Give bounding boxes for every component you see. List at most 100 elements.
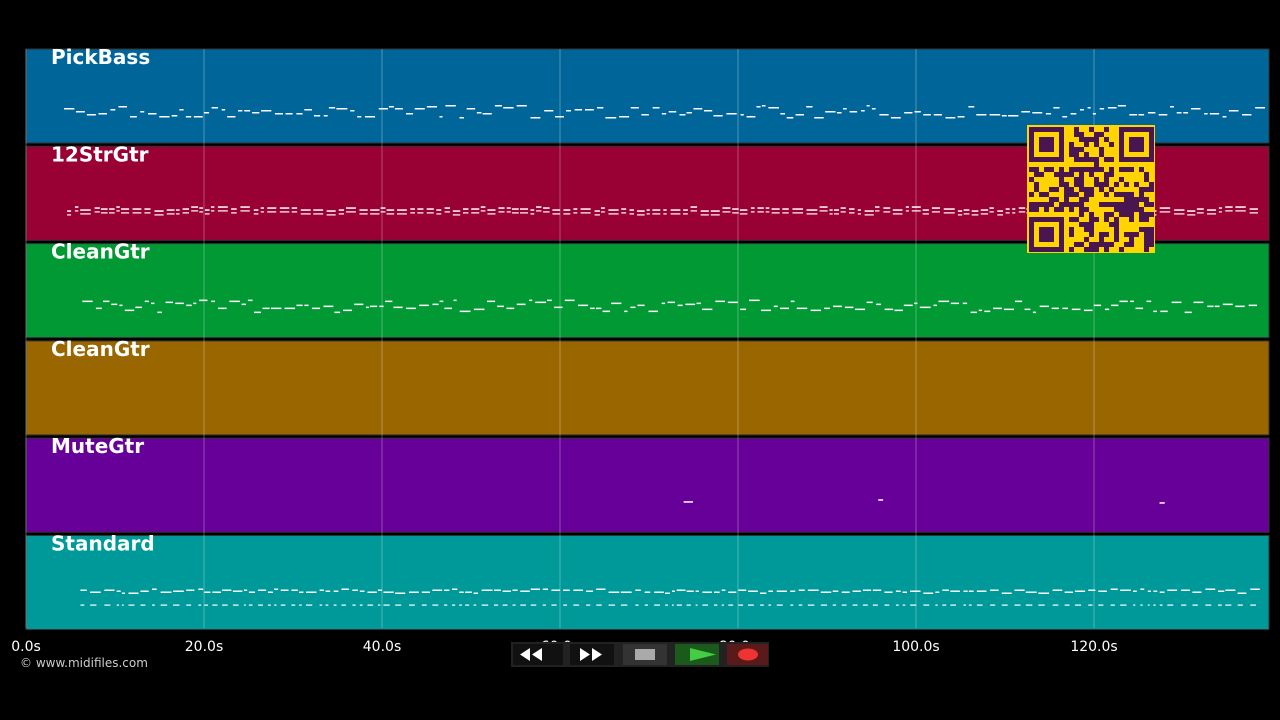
play-button[interactable] bbox=[675, 644, 719, 665]
qr-module bbox=[1089, 167, 1094, 172]
rewind-button[interactable] bbox=[513, 644, 563, 665]
note bbox=[111, 303, 118, 306]
note bbox=[119, 304, 123, 307]
qr-module bbox=[1039, 247, 1044, 252]
note bbox=[676, 604, 682, 606]
note bbox=[1190, 108, 1201, 110]
note bbox=[121, 208, 130, 210]
note bbox=[768, 604, 772, 606]
note bbox=[452, 588, 458, 590]
note bbox=[738, 604, 744, 606]
note bbox=[554, 306, 563, 309]
qr-module bbox=[1149, 182, 1154, 187]
qr-module bbox=[1109, 187, 1114, 192]
note bbox=[814, 117, 824, 119]
note bbox=[776, 604, 783, 606]
note bbox=[661, 302, 666, 305]
note bbox=[284, 307, 296, 310]
note bbox=[231, 208, 237, 210]
qr-module bbox=[1049, 187, 1054, 192]
note bbox=[516, 303, 526, 306]
qr-module bbox=[1124, 192, 1129, 197]
note bbox=[388, 106, 394, 108]
note bbox=[740, 114, 744, 116]
qr-module bbox=[1134, 182, 1139, 187]
note bbox=[267, 211, 277, 213]
qr-module bbox=[1134, 127, 1139, 132]
qr-module bbox=[1039, 137, 1044, 142]
note bbox=[82, 300, 93, 303]
stop-button[interactable] bbox=[623, 644, 667, 665]
note bbox=[1052, 604, 1059, 606]
note bbox=[1088, 604, 1093, 606]
note bbox=[790, 590, 796, 592]
note bbox=[580, 212, 591, 214]
qr-module bbox=[1069, 172, 1074, 177]
qr-module bbox=[1079, 182, 1084, 187]
qr-module bbox=[1069, 227, 1074, 232]
note bbox=[819, 206, 828, 208]
note bbox=[186, 589, 195, 591]
note bbox=[176, 209, 180, 211]
note bbox=[1001, 604, 1008, 606]
note bbox=[1093, 304, 1102, 307]
note bbox=[621, 208, 627, 210]
note bbox=[244, 110, 251, 112]
qr-module bbox=[1109, 212, 1114, 217]
note bbox=[160, 591, 172, 593]
note bbox=[765, 211, 770, 213]
qr-module bbox=[1064, 172, 1069, 177]
note bbox=[260, 211, 264, 213]
qr-module bbox=[1054, 157, 1059, 162]
note bbox=[668, 111, 677, 113]
note bbox=[852, 604, 858, 606]
qr-module bbox=[1049, 232, 1054, 237]
note bbox=[221, 109, 226, 111]
note bbox=[476, 112, 482, 114]
qr-module bbox=[1139, 227, 1144, 232]
note bbox=[247, 299, 253, 302]
note bbox=[1158, 114, 1168, 116]
note bbox=[910, 590, 921, 592]
note bbox=[942, 589, 949, 591]
note bbox=[229, 300, 240, 303]
note bbox=[313, 209, 324, 211]
qr-module bbox=[1034, 157, 1039, 162]
qr-module bbox=[1059, 202, 1064, 207]
qr-module bbox=[1099, 182, 1104, 187]
qr-module bbox=[1119, 132, 1124, 137]
note bbox=[333, 604, 337, 606]
qr-module bbox=[1104, 232, 1109, 237]
note bbox=[993, 307, 1002, 310]
note bbox=[386, 213, 395, 215]
note bbox=[1064, 591, 1073, 593]
note bbox=[1051, 307, 1059, 310]
note bbox=[253, 213, 259, 215]
note bbox=[74, 206, 79, 208]
qr-module bbox=[1084, 152, 1089, 157]
note bbox=[580, 208, 591, 210]
note bbox=[409, 604, 415, 606]
note bbox=[494, 604, 499, 606]
note bbox=[1071, 308, 1081, 311]
note bbox=[240, 210, 250, 212]
note bbox=[1167, 589, 1178, 591]
note bbox=[722, 211, 731, 213]
qr-module bbox=[1049, 217, 1054, 222]
note bbox=[511, 212, 519, 214]
qr-module bbox=[1079, 197, 1084, 202]
note bbox=[871, 108, 876, 110]
forward-button[interactable] bbox=[570, 644, 614, 665]
qr-module bbox=[1084, 247, 1089, 252]
qr-module bbox=[1034, 207, 1039, 212]
qr-module bbox=[1129, 127, 1134, 132]
note bbox=[452, 604, 456, 606]
note bbox=[1014, 604, 1021, 606]
record-button[interactable] bbox=[727, 644, 768, 665]
note bbox=[919, 306, 931, 309]
note bbox=[978, 309, 983, 312]
note bbox=[695, 590, 699, 592]
note bbox=[325, 604, 329, 606]
note bbox=[1147, 590, 1151, 592]
note bbox=[279, 207, 290, 209]
